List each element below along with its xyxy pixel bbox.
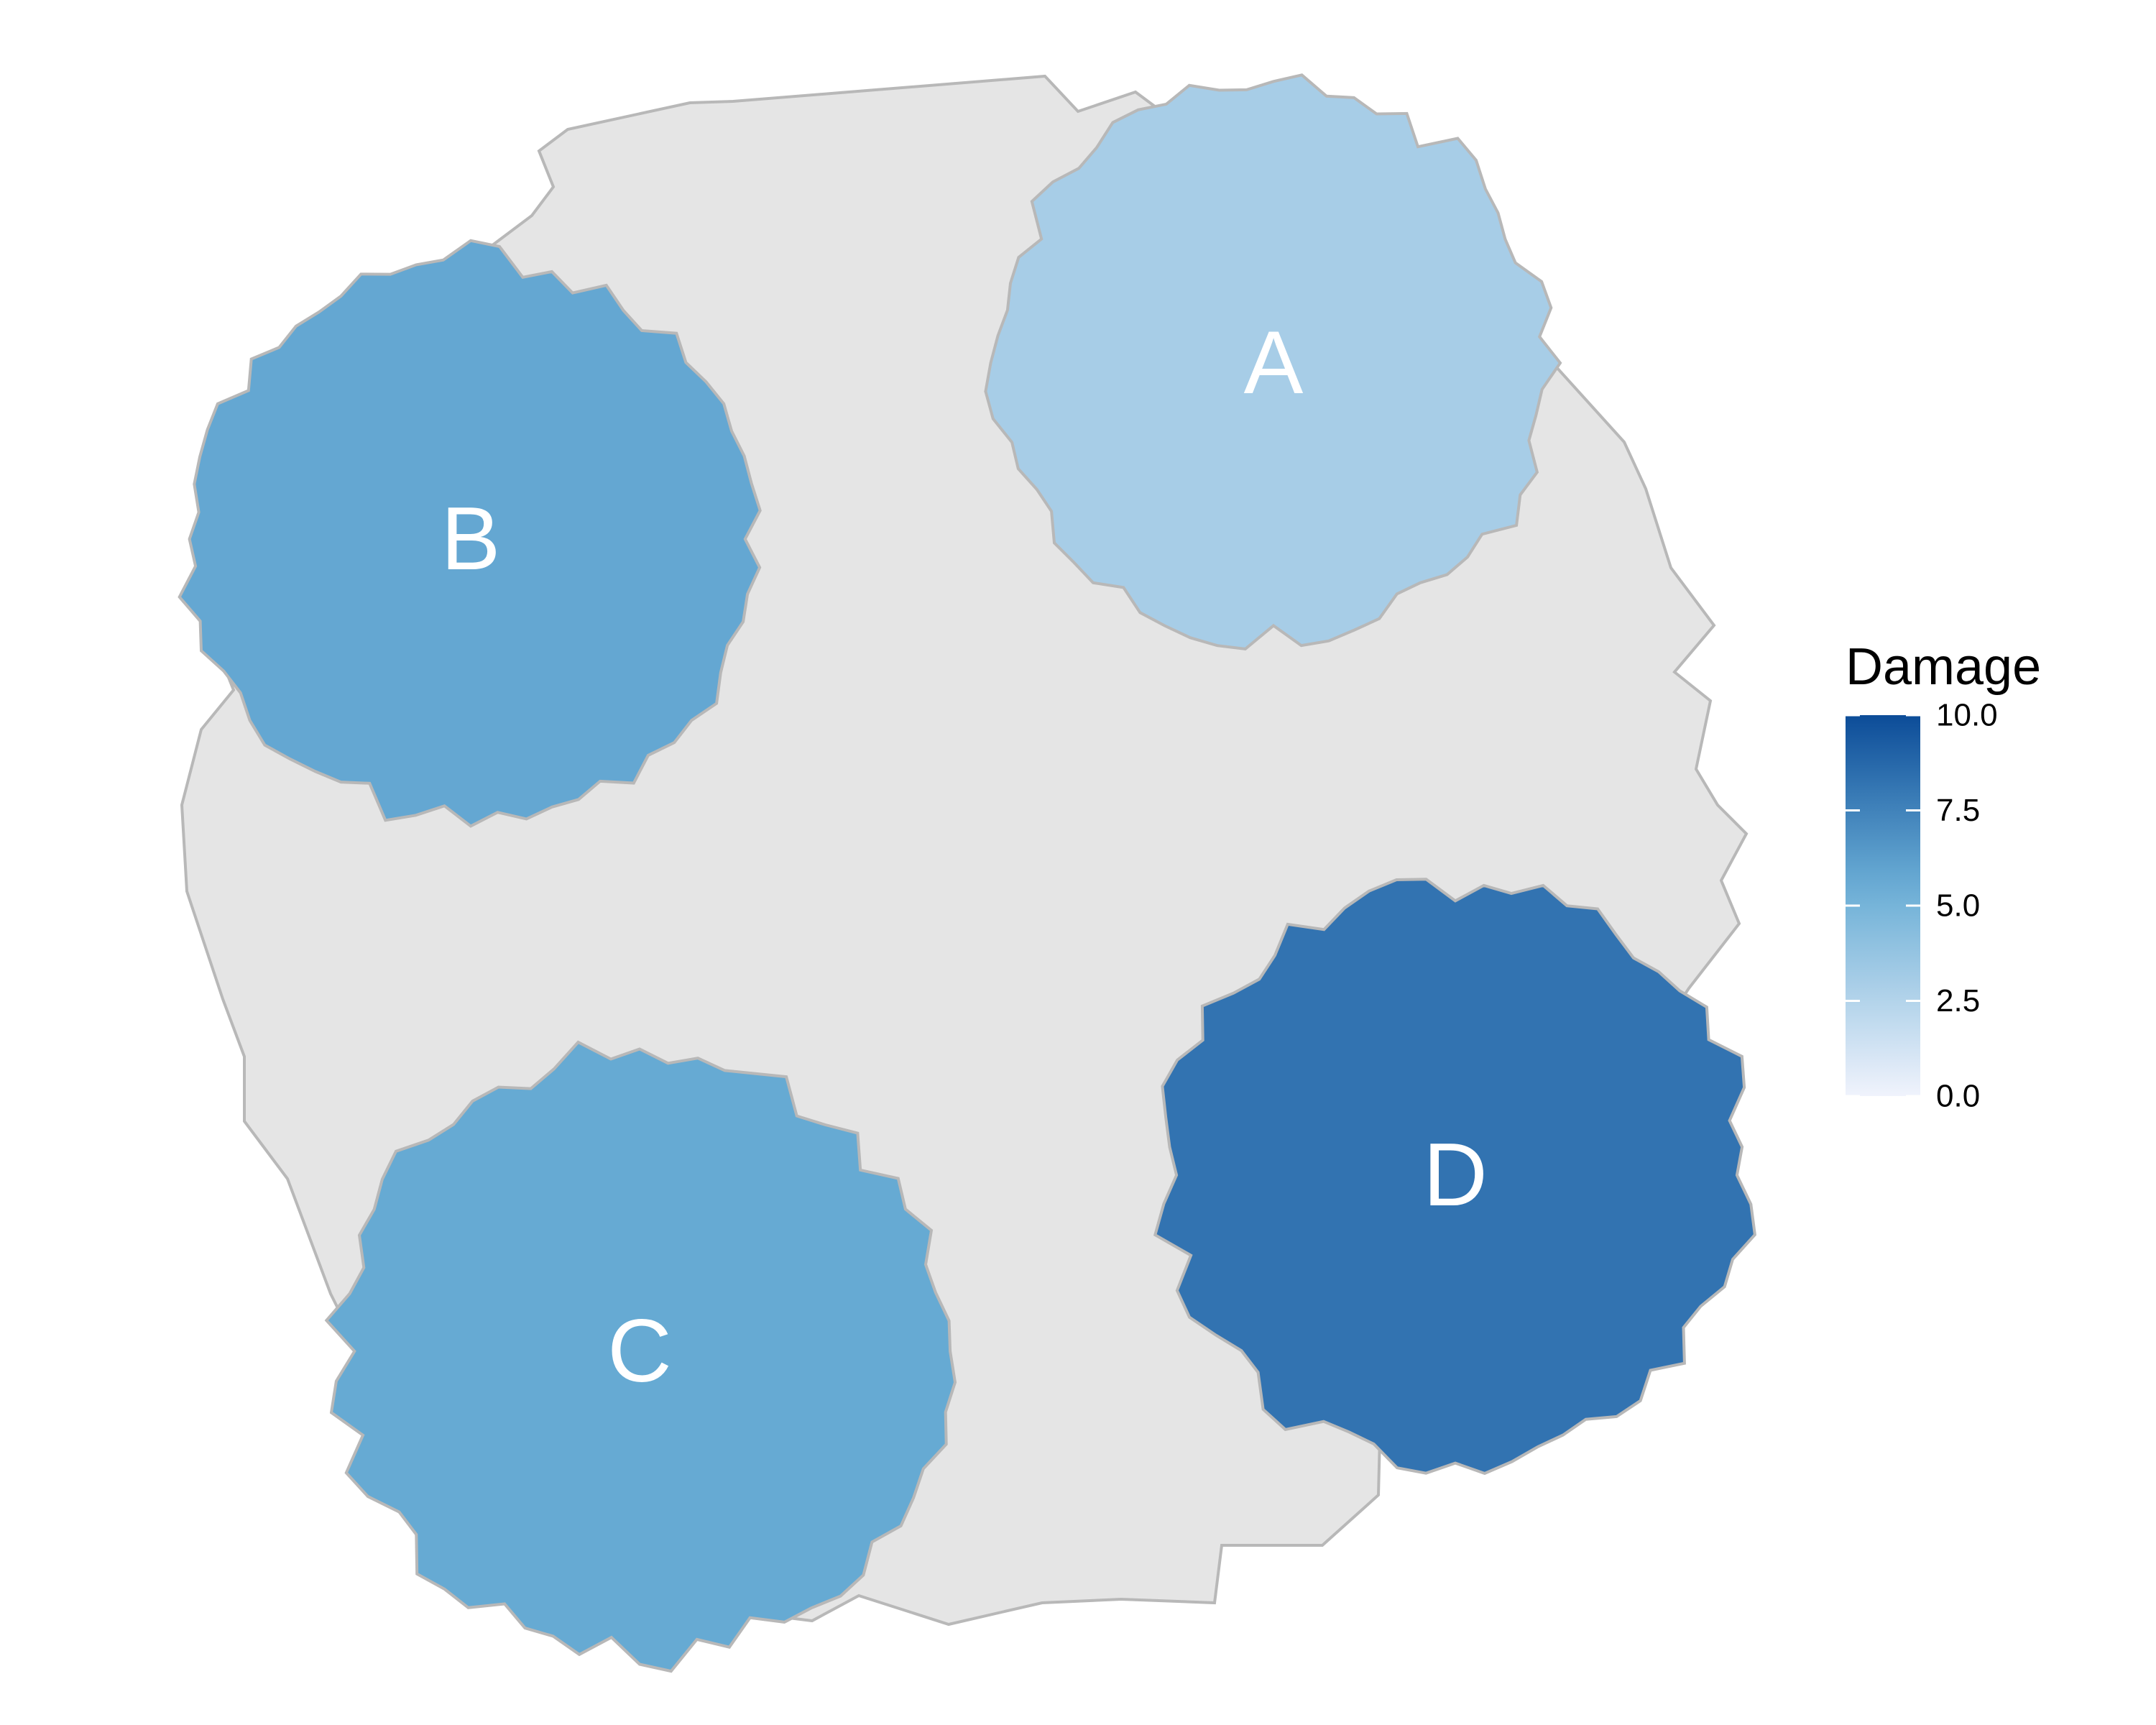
legend-tick-label: 0.0 (1936, 1079, 1980, 1114)
region-label-c: C (607, 1302, 672, 1401)
region-a (984, 73, 1562, 650)
legend-tick-label: 10.0 (1936, 698, 1998, 733)
region-label-b: B (441, 489, 501, 589)
region-layer (178, 73, 1757, 1673)
region-b (178, 239, 762, 828)
region-label-d: D (1423, 1126, 1488, 1225)
legend-tick-label: 7.5 (1936, 793, 1980, 828)
region-d (1153, 878, 1757, 1476)
legend: Damage 0.0 2.5 5.0 7.5 10.0 (1846, 638, 2041, 1114)
legend-title: Damage (1846, 638, 2041, 696)
region-label-layer: A B C D (441, 313, 1488, 1401)
legend-tick-label: 2.5 (1936, 983, 1980, 1018)
legend-ticks: 0.0 2.5 5.0 7.5 10.0 (1846, 698, 1998, 1114)
region-label-a: A (1244, 313, 1304, 413)
region-c (324, 1040, 957, 1673)
legend-tick-label: 5.0 (1936, 888, 1980, 924)
